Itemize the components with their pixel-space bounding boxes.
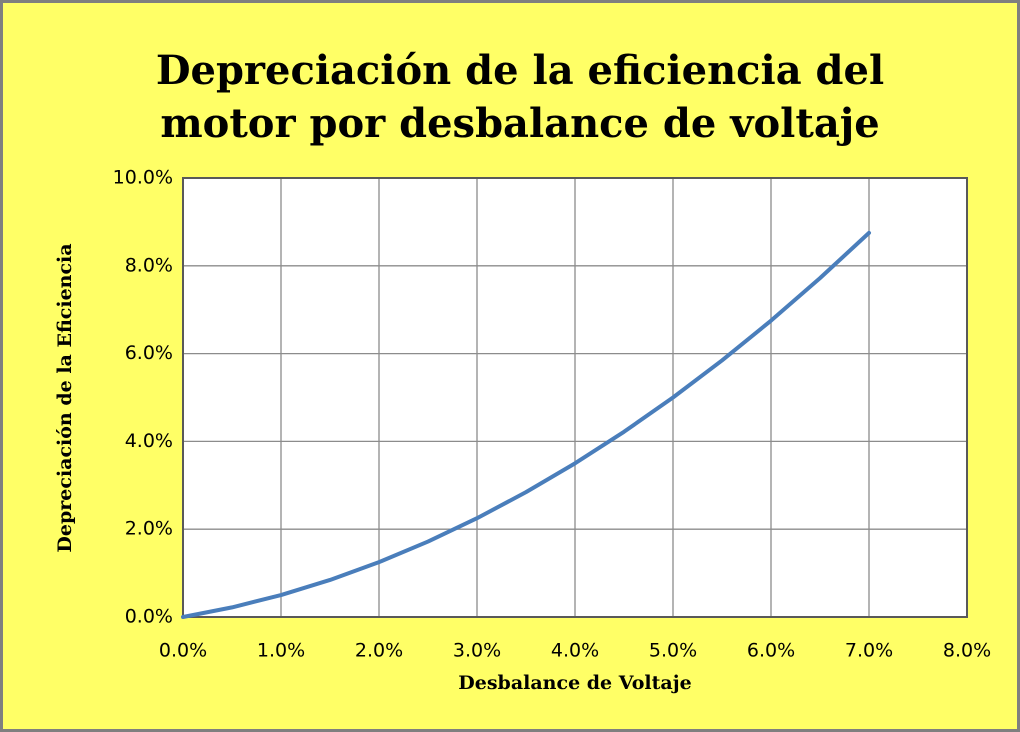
x-tick-label: 7.0% [845,640,893,662]
x-tick-label: 2.0% [355,640,403,662]
y-axis-label: Depreciación de la Eficiencia [54,243,76,552]
y-tick-label: 2.0% [125,518,173,540]
x-tick-label: 0.0% [159,640,207,662]
x-tick-label: 8.0% [943,640,991,662]
x-axis-label: Desbalance de Voltaje [458,672,691,694]
y-tick-label: 10.0% [113,167,173,189]
plot-border [182,177,968,618]
y-tick-label: 0.0% [125,606,173,628]
y-tick-label: 8.0% [125,254,173,276]
chart-title: Depreciación de la eficiencia del [156,47,884,94]
chart-title: motor por desbalance de voltaje [160,100,879,147]
x-tick-label: 3.0% [453,640,501,662]
x-tick-label: 6.0% [747,640,795,662]
x-tick-label: 5.0% [649,640,697,662]
y-tick-label: 4.0% [125,430,173,452]
y-tick-label: 6.0% [125,342,173,364]
x-tick-label: 1.0% [257,640,305,662]
data-line [181,230,871,619]
x-tick-label: 4.0% [551,640,599,662]
